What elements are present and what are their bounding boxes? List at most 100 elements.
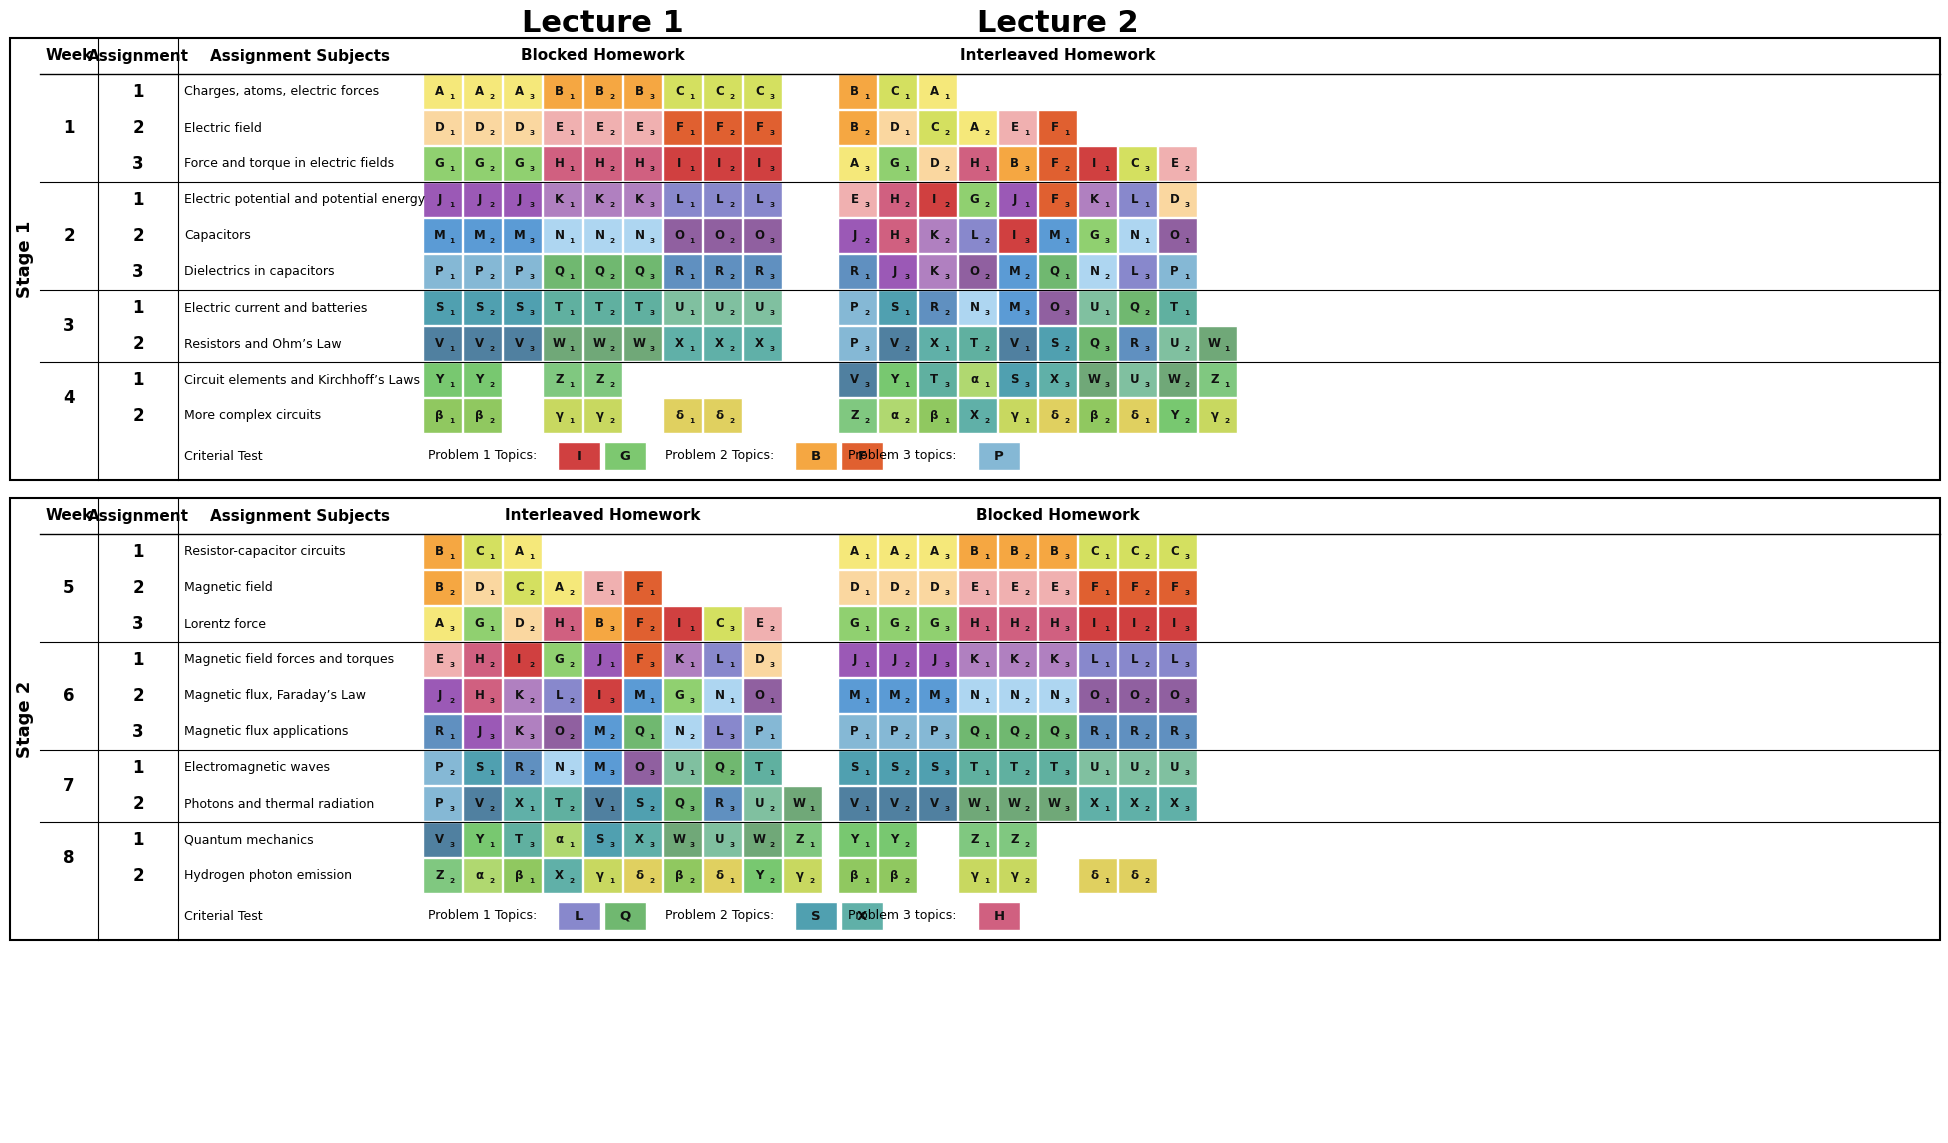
Text: 3: 3	[1184, 806, 1188, 812]
Text: B: B	[434, 581, 444, 594]
Text: M: M	[1007, 301, 1019, 314]
Text: 1: 1	[1025, 417, 1029, 424]
FancyBboxPatch shape	[543, 714, 582, 749]
FancyBboxPatch shape	[423, 74, 462, 109]
Text: 3: 3	[649, 769, 655, 776]
FancyBboxPatch shape	[918, 750, 956, 785]
Text: F: F	[676, 121, 684, 134]
FancyBboxPatch shape	[623, 606, 662, 641]
FancyBboxPatch shape	[1077, 290, 1116, 325]
Text: 3: 3	[865, 166, 869, 171]
Bar	[10, 498, 1938, 940]
Text: S: S	[635, 797, 643, 810]
Text: 1: 1	[450, 238, 454, 243]
Text: 1: 1	[530, 878, 534, 884]
Text: H: H	[968, 157, 978, 170]
Text: H: H	[1009, 617, 1019, 630]
Text: S: S	[475, 761, 483, 774]
Text: 1: 1	[489, 769, 495, 776]
FancyBboxPatch shape	[703, 110, 742, 145]
Text: B: B	[1050, 545, 1058, 558]
Text: 6: 6	[62, 687, 74, 705]
Text: U: U	[1169, 337, 1179, 350]
Text: 1: 1	[450, 553, 454, 560]
Text: 3: 3	[945, 590, 949, 596]
FancyBboxPatch shape	[503, 534, 542, 569]
Text: 1: 1	[450, 94, 454, 99]
Text: G: G	[434, 157, 444, 170]
Text: D: D	[849, 581, 859, 594]
Text: E: E	[434, 653, 442, 666]
Text: 1: 1	[569, 625, 575, 632]
Text: W: W	[633, 337, 645, 350]
Text: N: N	[553, 229, 565, 242]
Text: 1: 1	[865, 769, 869, 776]
FancyBboxPatch shape	[997, 606, 1036, 641]
Text: 2: 2	[904, 769, 910, 776]
Text: 3: 3	[1143, 166, 1149, 171]
Text: 2: 2	[769, 878, 775, 884]
FancyBboxPatch shape	[703, 146, 742, 181]
FancyBboxPatch shape	[1157, 534, 1196, 569]
Text: 1: 1	[1025, 345, 1029, 352]
Text: G: G	[619, 449, 629, 463]
Text: N: N	[553, 761, 565, 774]
Text: 1: 1	[729, 662, 734, 668]
Text: F: F	[635, 653, 643, 666]
Text: 1: 1	[1105, 697, 1108, 704]
Text: γ: γ	[795, 869, 803, 882]
Bar	[10, 38, 1938, 480]
FancyBboxPatch shape	[503, 570, 542, 605]
Text: 3: 3	[729, 806, 734, 812]
Text: Photons and thermal radiation: Photons and thermal radiation	[183, 798, 374, 810]
Text: X: X	[857, 910, 867, 922]
Text: X: X	[715, 337, 723, 350]
Text: 3: 3	[62, 317, 74, 335]
FancyBboxPatch shape	[464, 290, 503, 325]
Text: β: β	[1089, 409, 1099, 422]
Text: C: C	[1130, 545, 1138, 558]
FancyBboxPatch shape	[703, 326, 742, 361]
Text: 2: 2	[729, 310, 734, 315]
Text: 2: 2	[729, 417, 734, 424]
FancyBboxPatch shape	[582, 714, 621, 749]
Text: 2: 2	[1223, 417, 1229, 424]
Text: Q: Q	[619, 910, 631, 922]
Text: M: M	[473, 229, 485, 242]
FancyBboxPatch shape	[997, 678, 1036, 713]
Text: 2: 2	[904, 202, 910, 208]
FancyBboxPatch shape	[543, 218, 582, 253]
Text: Criterial Test: Criterial Test	[183, 449, 263, 463]
Text: Z: Z	[555, 373, 563, 386]
FancyBboxPatch shape	[623, 822, 662, 857]
Text: 1: 1	[489, 553, 495, 560]
Text: K: K	[514, 689, 524, 702]
Text: Assignment Subjects: Assignment Subjects	[210, 48, 390, 64]
Text: Problem 1 Topics:: Problem 1 Topics:	[429, 910, 538, 922]
Text: 3: 3	[530, 841, 534, 848]
Text: 1: 1	[450, 274, 454, 280]
FancyBboxPatch shape	[1077, 642, 1116, 677]
Text: γ: γ	[555, 409, 563, 422]
FancyBboxPatch shape	[1077, 786, 1116, 821]
Text: 8: 8	[62, 849, 74, 868]
Text: 1: 1	[132, 299, 144, 317]
Text: G: G	[888, 617, 898, 630]
Text: 3: 3	[1184, 697, 1188, 704]
Text: δ: δ	[1130, 409, 1138, 422]
Text: 1: 1	[865, 697, 869, 704]
Text: P: P	[849, 337, 859, 350]
Text: β: β	[674, 869, 684, 882]
Text: 2: 2	[62, 227, 74, 245]
Text: 2: 2	[450, 590, 454, 596]
FancyBboxPatch shape	[877, 678, 916, 713]
FancyBboxPatch shape	[703, 822, 742, 857]
Text: 2: 2	[489, 878, 495, 884]
Text: 1: 1	[690, 345, 695, 352]
FancyBboxPatch shape	[423, 398, 462, 433]
Text: δ: δ	[635, 869, 643, 882]
Text: I: I	[1091, 157, 1097, 170]
Text: 2: 2	[945, 166, 949, 171]
Text: 1: 1	[984, 769, 990, 776]
Text: A: A	[514, 545, 524, 558]
